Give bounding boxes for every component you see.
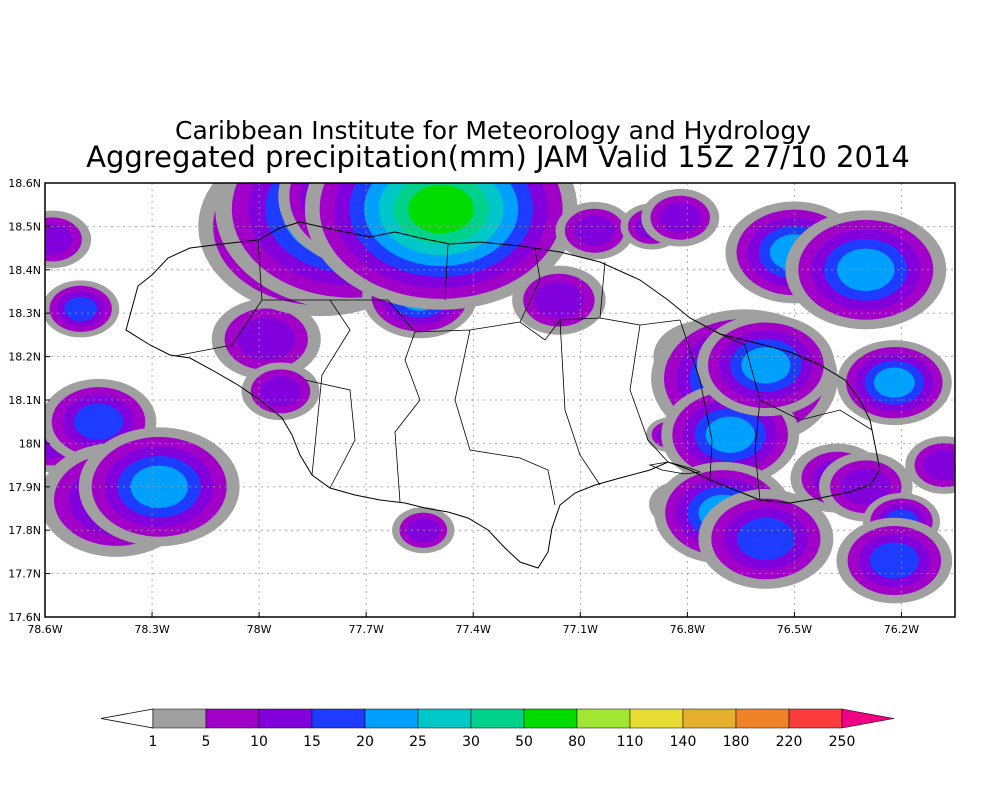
precip-contour <box>260 376 302 407</box>
lat-tick-label: 18.5N <box>8 220 41 233</box>
precip-contour <box>534 281 584 319</box>
map-title: Caribbean Institute for Meteorology and … <box>175 116 811 145</box>
kingston-harbour <box>648 461 702 475</box>
colorbar-swatch <box>470 708 525 729</box>
precip-cell <box>696 314 835 417</box>
lat-tick-label: 18.1N <box>8 394 41 407</box>
precipitation-field <box>45 183 955 604</box>
lon-tick-label: 78W <box>247 623 272 636</box>
colorbar-level-label: 25 <box>409 734 427 750</box>
precip-contour <box>64 296 98 321</box>
lat-tick-label: 17.9N <box>8 481 41 494</box>
parish-boundary <box>174 239 873 506</box>
precip-cell <box>555 201 634 260</box>
precip-cell <box>785 210 947 330</box>
precip-contour <box>869 542 919 579</box>
precip-contour <box>837 248 895 292</box>
colorbar-level-label: 250 <box>829 734 856 750</box>
colorbar-swatch <box>788 708 843 729</box>
map-subtitle: Aggregated precipitation(mm) JAM Valid 1… <box>86 140 910 174</box>
precip-contour <box>737 517 795 561</box>
colorbar-level-label: 15 <box>303 734 321 750</box>
lat-tick-label: 18.2N <box>8 351 41 364</box>
lat-tick-label: 18N <box>19 437 41 450</box>
colorbar-level-label: 80 <box>568 734 586 750</box>
lon-tick-label: 78.6W <box>27 623 62 636</box>
colorbar-swatch <box>682 708 737 729</box>
colorbar-below-arrow <box>100 708 154 729</box>
colorbar-level-label: 5 <box>202 734 211 750</box>
lat-tick-label: 18.3N <box>8 307 41 320</box>
plot-area <box>45 183 955 617</box>
colorbar-swatch <box>364 708 419 729</box>
colorbar-level-label: 1 <box>149 734 158 750</box>
colorbar-level-label: 110 <box>617 734 644 750</box>
precip-contour <box>923 449 955 481</box>
colorbar-above-arrow <box>841 708 895 729</box>
precip-cell <box>241 362 320 421</box>
precip-contour <box>659 202 701 233</box>
colorbar-swatch <box>152 708 207 729</box>
colorbar-swatch <box>258 708 313 729</box>
precip-cell <box>211 298 321 380</box>
precip-contour <box>45 224 73 255</box>
jamaica-coastline <box>125 221 881 569</box>
colorbar-level-label: 180 <box>723 734 750 750</box>
colorbar-swatch <box>205 708 260 729</box>
lon-tick-label: 76.5W <box>777 623 812 636</box>
precip-cell <box>698 488 834 589</box>
colorbar-swatch <box>417 708 472 729</box>
precip-cell <box>512 265 606 335</box>
precip-contour <box>574 215 616 246</box>
colorbar: 1 5 10 15 20 25 30 50 80 110 140 180 220 250 <box>100 708 895 750</box>
colorbar-level-label: 20 <box>356 734 374 750</box>
lon-tick-label: 76.2W <box>884 623 919 636</box>
lat-tick-label: 17.6N <box>8 611 41 624</box>
precip-contour <box>705 416 755 453</box>
lat-tick-label: 17.8N <box>8 524 41 537</box>
colorbar-level-label: 220 <box>776 734 803 750</box>
lon-tick-label: 76.8W <box>670 623 705 636</box>
colorbar-swatch <box>311 708 366 729</box>
lat-tick-label: 17.7N <box>8 568 41 581</box>
lon-tick-label: 78.3W <box>134 623 169 636</box>
colorbar-swatch <box>735 708 790 729</box>
lat-tick-label: 18.6N <box>8 177 41 190</box>
precip-contour <box>873 367 915 398</box>
colorbar-level-label: 10 <box>250 734 268 750</box>
precip-contour <box>73 403 124 440</box>
precip-cell <box>905 436 955 494</box>
lon-tick-label: 77.7W <box>348 623 383 636</box>
precip-cell <box>45 280 120 338</box>
colorbar-swatch <box>523 708 578 729</box>
precip-cell <box>836 340 952 426</box>
precip-cell <box>836 517 953 604</box>
precip-cell <box>304 183 578 310</box>
precip-cell <box>641 188 720 247</box>
precip-contour <box>741 347 791 384</box>
lon-tick-label: 77.1W <box>563 623 598 636</box>
jamaica-outline <box>125 221 881 569</box>
colorbar-level-label: 30 <box>462 734 480 750</box>
lat-tick-label: 18.4N <box>8 264 41 277</box>
precip-cell <box>45 210 92 269</box>
precip-contour <box>408 184 474 234</box>
axis-ticks: 78.6W 78.3W 78W 77.7W 77.4W 77.1W 76.8W 76.5W 76… <box>8 177 919 636</box>
lon-tick-label: 77.4W <box>456 623 491 636</box>
colorbar-swatch <box>629 708 684 729</box>
colorbar-level-label: 140 <box>670 734 697 750</box>
colorbar-swatch <box>576 708 631 729</box>
precip-contour <box>237 318 295 361</box>
colorbar-level-label: 50 <box>515 734 533 750</box>
